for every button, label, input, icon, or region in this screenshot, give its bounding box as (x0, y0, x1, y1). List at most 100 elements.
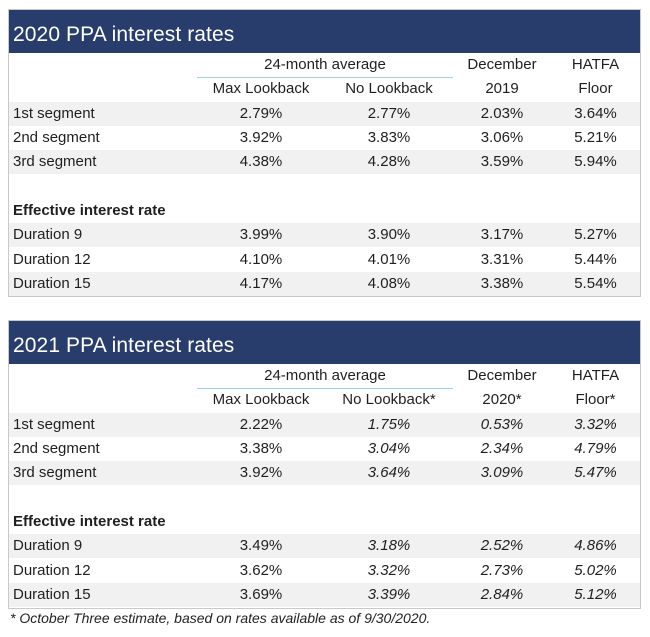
cell-december: 2.34% (480, 440, 524, 457)
header-row-top: 24-month average December HATFA (9, 53, 640, 78)
cell-max-lookback: 3.69% (239, 586, 283, 603)
row-label: 1st segment (13, 105, 95, 122)
col-header-floor: Floor (578, 80, 613, 97)
cell-no-lookback: 3.39% (367, 586, 411, 603)
section-heading: Effective interest rate (13, 513, 166, 530)
group-header: 24-month average (264, 367, 386, 384)
cell-max-lookback: 3.92% (239, 129, 283, 146)
cell-no-lookback: 3.18% (367, 537, 411, 554)
section-heading-row: Effective interest rate (9, 199, 640, 223)
table-row: Duration 9 3.99% 3.90% 3.17% 5.27% (9, 223, 640, 247)
cell-hatfa: 5.21% (574, 129, 617, 146)
table-row: 1st segment 2.22% 1.75% 0.53% 3.32% (9, 413, 640, 437)
cell-december: 3.38% (480, 275, 524, 292)
row-label: Duration 15 (13, 586, 91, 603)
table-title: 2020 PPA interest rates (9, 10, 640, 53)
cell-december: 2.03% (480, 105, 524, 122)
cell-no-lookback: 3.90% (367, 226, 411, 243)
cell-hatfa: 5.27% (574, 226, 617, 243)
cell-no-lookback: 1.75% (367, 416, 411, 433)
footnote: * October Three estimate, based on rates… (10, 610, 431, 626)
col-header-hatfa: HATFA (571, 367, 620, 384)
row-label: 3rd segment (13, 464, 97, 481)
section-heading: Effective interest rate (13, 202, 166, 219)
cell-december: 3.09% (480, 464, 524, 481)
col-header-hatfa: HATFA (571, 56, 620, 73)
cell-december: 2.73% (480, 562, 524, 579)
cell-max-lookback: 4.38% (239, 153, 283, 170)
col-header-floor: Floor* (575, 391, 616, 408)
cell-no-lookback: 3.83% (367, 129, 411, 146)
row-label: Duration 12 (13, 562, 91, 579)
row-label: 2nd segment (13, 129, 100, 146)
table-row: Duration 15 3.69% 3.39% 2.84% 5.12% (9, 583, 640, 607)
row-label: Duration 9 (13, 537, 83, 554)
cell-hatfa: 3.32% (574, 416, 617, 433)
col-header-year: 2020* (482, 391, 522, 408)
row-label: 2nd segment (13, 440, 100, 457)
col-header-max-lookback: Max Lookback (212, 391, 310, 408)
col-header-no-lookback: No Lookback* (342, 391, 436, 408)
cell-hatfa: 5.02% (574, 562, 617, 579)
cell-hatfa: 5.54% (574, 275, 617, 292)
cell-hatfa: 5.94% (574, 153, 617, 170)
cell-max-lookback: 4.10% (239, 251, 283, 268)
cell-max-lookback: 3.49% (239, 537, 283, 554)
table-row: 1st segment 2.79% 2.77% 2.03% 3.64% (9, 102, 640, 126)
col-header-december: December (467, 367, 537, 384)
cell-december: 0.53% (480, 416, 524, 433)
cell-max-lookback: 4.17% (239, 275, 283, 292)
cell-no-lookback: 3.32% (367, 562, 411, 579)
table-row: Duration 12 4.10% 4.01% 3.31% 5.44% (9, 248, 640, 272)
table-row: 2nd segment 3.38% 3.04% 2.34% 4.79% (9, 437, 640, 461)
cell-max-lookback: 3.62% (239, 562, 283, 579)
header-row-bottom: Max Lookback No Lookback 2019 Floor (9, 77, 640, 101)
table-row: 2nd segment 3.92% 3.83% 3.06% 5.21% (9, 126, 640, 150)
col-header-max-lookback: Max Lookback (212, 80, 310, 97)
cell-december: 2.52% (480, 537, 524, 554)
cell-no-lookback: 4.28% (367, 153, 411, 170)
cell-december: 3.06% (480, 129, 524, 146)
table-row: Duration 12 3.62% 3.32% 2.73% 5.02% (9, 559, 640, 583)
header-row-top: 24-month average December HATFA (9, 364, 640, 389)
cell-december: 3.31% (480, 251, 524, 268)
row-label: Duration 15 (13, 275, 91, 292)
row-label: 1st segment (13, 416, 95, 433)
table-2020: 2020 PPA interest rates 24-month average… (8, 9, 641, 297)
section-heading-row: Effective interest rate (9, 510, 640, 534)
row-label: 3rd segment (13, 153, 97, 170)
cell-max-lookback: 2.79% (239, 105, 283, 122)
cell-december: 3.17% (480, 226, 524, 243)
cell-hatfa: 5.44% (574, 251, 617, 268)
cell-hatfa: 5.47% (574, 464, 617, 481)
cell-hatfa: 4.79% (574, 440, 617, 457)
row-label: Duration 12 (13, 251, 91, 268)
col-header-no-lookback: No Lookback (345, 80, 433, 97)
cell-december: 2.84% (480, 586, 524, 603)
header-row-bottom: Max Lookback No Lookback* 2020* Floor* (9, 388, 640, 412)
col-header-year: 2019 (485, 80, 519, 97)
cell-max-lookback: 3.38% (239, 440, 283, 457)
cell-max-lookback: 2.22% (239, 416, 283, 433)
cell-no-lookback: 3.64% (367, 464, 411, 481)
cell-no-lookback: 4.08% (367, 275, 411, 292)
cell-hatfa: 5.12% (574, 586, 617, 603)
table-row: Duration 9 3.49% 3.18% 2.52% 4.86% (9, 534, 640, 558)
col-header-december: December (467, 56, 537, 73)
table-row: 3rd segment 3.92% 3.64% 3.09% 5.47% (9, 461, 640, 485)
row-label: Duration 9 (13, 226, 83, 243)
group-header-rule (197, 388, 453, 389)
cell-hatfa: 3.64% (574, 105, 617, 122)
table-title: 2021 PPA interest rates (9, 321, 640, 364)
table-row: Duration 15 4.17% 4.08% 3.38% 5.54% (9, 272, 640, 296)
cell-max-lookback: 3.92% (239, 464, 283, 481)
group-header: 24-month average (264, 56, 386, 73)
table-row: 3rd segment 4.38% 4.28% 3.59% 5.94% (9, 150, 640, 174)
cell-no-lookback: 2.77% (367, 105, 411, 122)
cell-december: 3.59% (480, 153, 524, 170)
group-header-rule (197, 77, 453, 78)
cell-no-lookback: 3.04% (367, 440, 411, 457)
cell-hatfa: 4.86% (574, 537, 617, 554)
cell-max-lookback: 3.99% (239, 226, 283, 243)
cell-no-lookback: 4.01% (367, 251, 411, 268)
